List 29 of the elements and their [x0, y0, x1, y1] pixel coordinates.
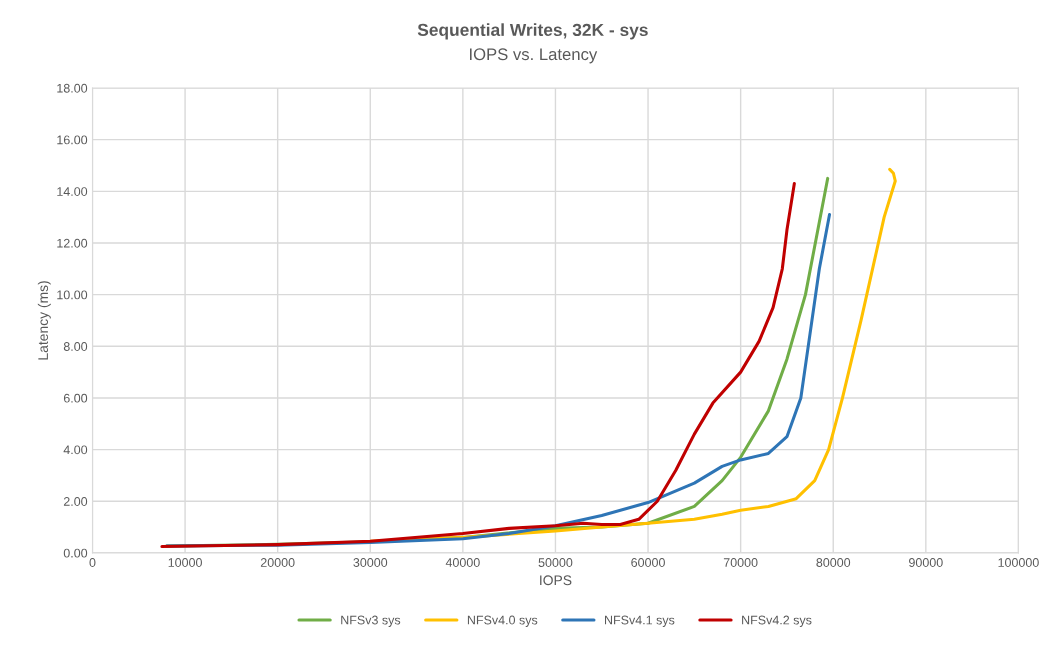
x-tick-label: 80000 [816, 558, 851, 567]
chart-title: Sequential Writes, 32K - sys [417, 23, 648, 40]
y-axis-title: Latency (ms) [37, 281, 51, 360]
chart-subtitle: IOPS vs. Latency [470, 48, 598, 64]
y-tick-label: 6.00 [63, 393, 88, 403]
x-tick-label: 100000 [998, 558, 1039, 567]
legend-label: NFSv4.1 sys [605, 615, 675, 627]
x-tick-label: 30000 [353, 558, 388, 567]
y-tick-label: 4.00 [63, 445, 88, 455]
y-tick-label: 14.00 [57, 187, 88, 196]
x-tick-label: 90000 [909, 558, 943, 567]
y-tick-label: 16.00 [57, 135, 88, 145]
x-tick-label: 0 [89, 558, 96, 567]
y-tick-label: 2.00 [63, 497, 88, 506]
legend-label: NFSv4.0 sys [467, 615, 538, 627]
x-tick-label: 40000 [445, 558, 480, 567]
legend-label: NFSv3 sys [341, 615, 401, 627]
x-tick-label: 70000 [723, 558, 758, 567]
y-tick-label: 12.00 [57, 238, 88, 248]
y-tick-label: 8.00 [63, 342, 88, 351]
y-tick-label: 18.00 [57, 83, 88, 93]
x-tick-label: 50000 [538, 558, 573, 567]
x-tick-label: 20000 [260, 558, 295, 567]
x-axis-title: IOPS [540, 575, 572, 586]
y-tick-label: 10.00 [57, 290, 88, 300]
x-tick-label: 60000 [631, 558, 665, 567]
legend-label: NFSv4.2 sys [742, 615, 812, 627]
x-tick-label: 10000 [168, 558, 202, 567]
y-tick-label: 0.00 [63, 548, 88, 558]
